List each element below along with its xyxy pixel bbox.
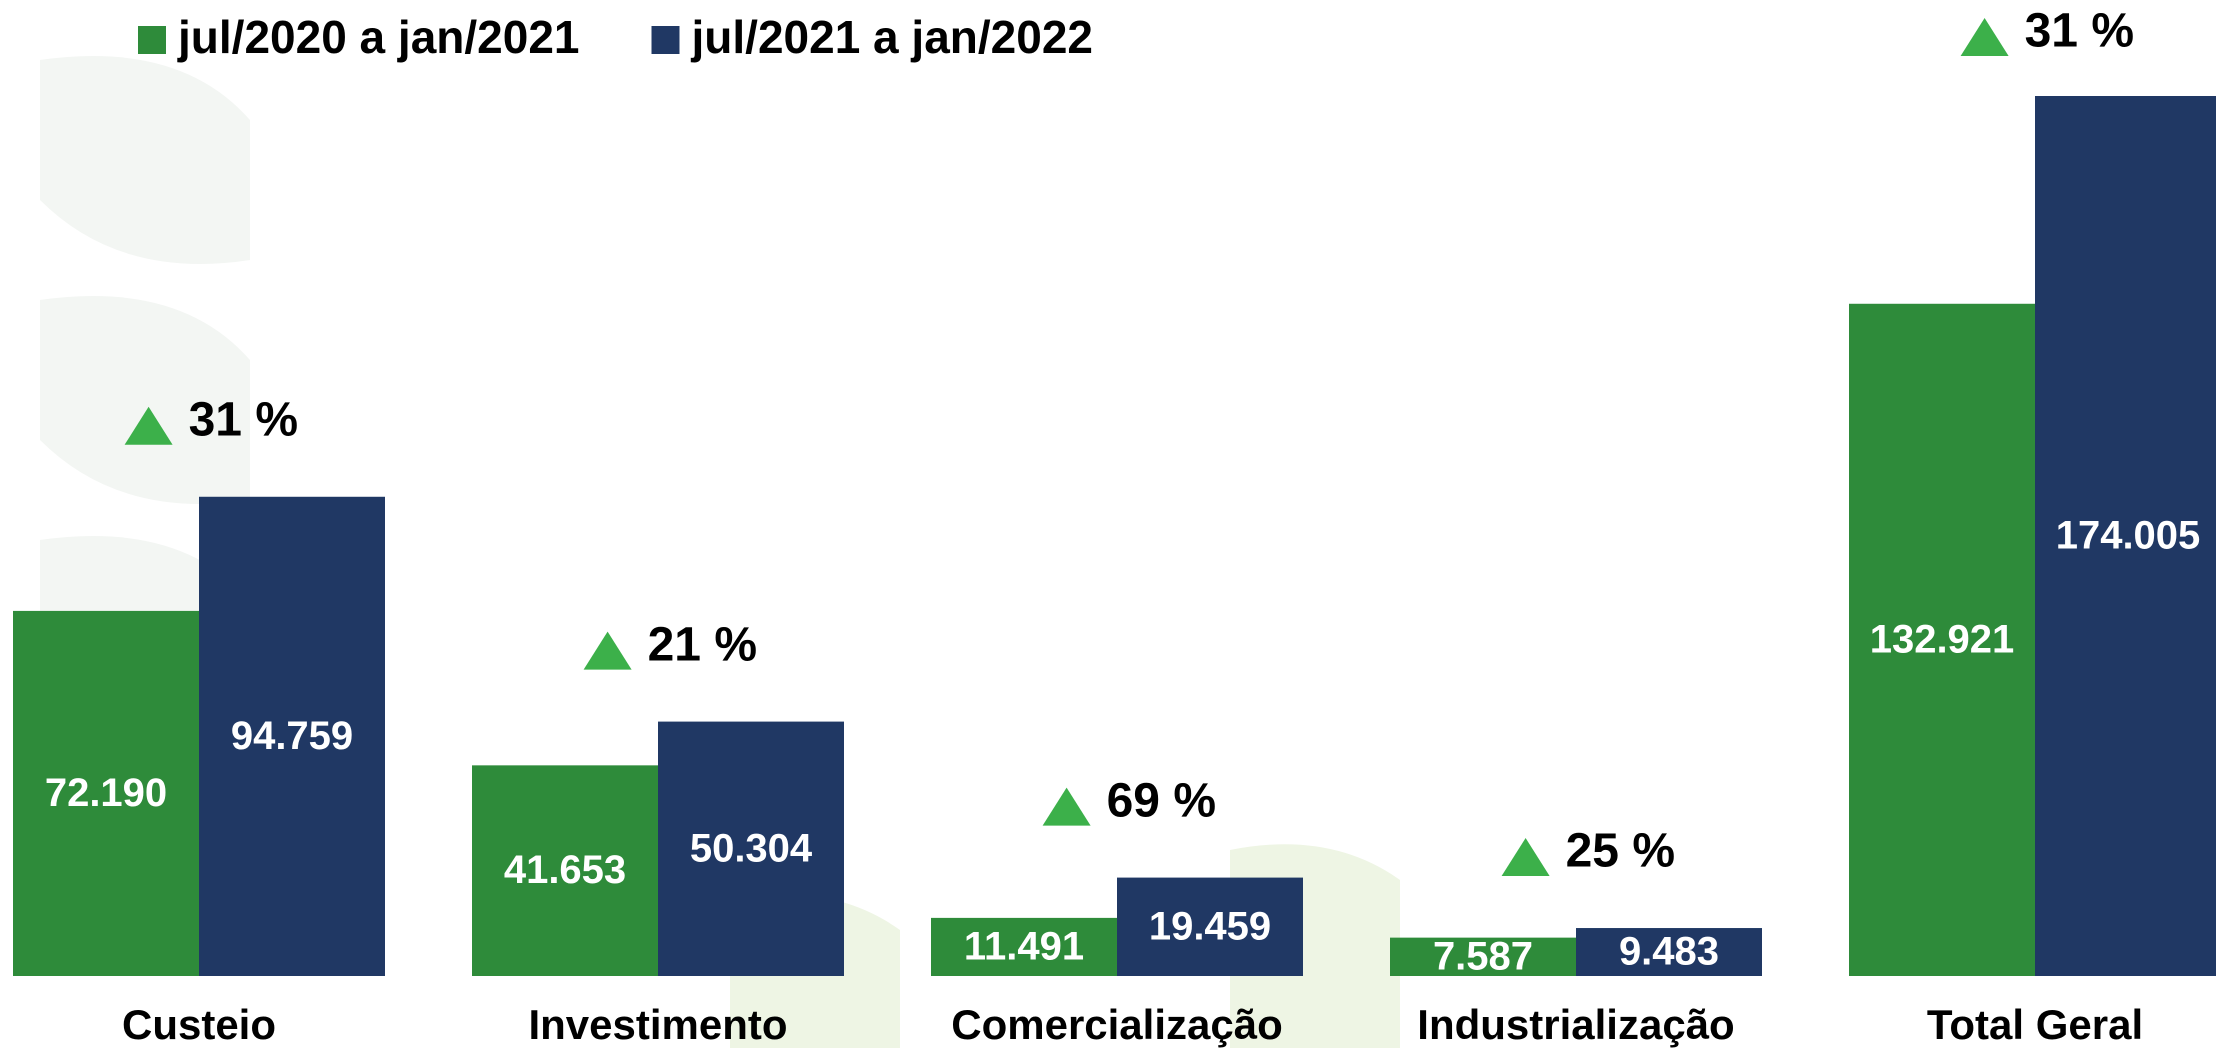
annotation-triangle <box>1501 838 1550 877</box>
x-tick-label: Industrialização <box>1417 1001 1734 1048</box>
annotation: 69 % <box>1107 774 1216 827</box>
bar <box>1576 928 1762 976</box>
value-label: 19.459 <box>1149 904 1271 948</box>
value-label: 11.491 <box>964 925 1084 969</box>
annotation: 21 % <box>648 618 757 671</box>
value-label: 94.759 <box>231 714 353 758</box>
value-label: 72.190 <box>45 771 167 815</box>
bar <box>931 917 1117 976</box>
x-tick-label: Custeio <box>122 1001 276 1048</box>
annotation-triangle <box>1960 18 2009 56</box>
legend-label: jul/2021 a jan/2022 <box>691 11 1094 63</box>
x-tick-label: Total Geral <box>1927 1001 2143 1048</box>
bar <box>2035 96 2216 976</box>
bar <box>472 765 658 976</box>
legend-swatch <box>138 26 166 54</box>
annotation-triangle <box>583 631 632 670</box>
value-label: 174.005 <box>2056 514 2201 558</box>
bar <box>1390 937 1576 976</box>
bar <box>13 610 199 976</box>
annotation-triangle <box>124 406 173 445</box>
value-label: 9.483 <box>1619 930 1719 974</box>
annotation: 31 % <box>189 393 298 446</box>
bar <box>199 496 385 976</box>
x-tick-label: Investimento <box>528 1001 787 1048</box>
value-label: 132.921 <box>1870 617 2015 661</box>
value-label: 41.653 <box>504 848 626 892</box>
annotation: 31 % <box>2025 5 2134 58</box>
annotation-triangle <box>1042 787 1091 826</box>
value-label: 7.587 <box>1433 934 1533 978</box>
legend-label: jul/2020 a jan/2021 <box>177 11 580 63</box>
bar <box>1117 877 1303 976</box>
value-label: 50.304 <box>690 826 813 870</box>
annotation: 25 % <box>1566 825 1675 878</box>
x-tick-label: Comercialização <box>951 1001 1283 1048</box>
bar <box>1849 303 2035 977</box>
legend-swatch <box>651 26 680 54</box>
bar <box>658 721 844 976</box>
